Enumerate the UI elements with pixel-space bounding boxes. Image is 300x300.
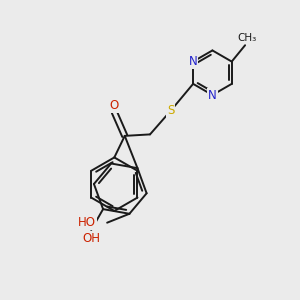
Text: HO: HO <box>78 216 96 229</box>
Text: O: O <box>110 99 119 112</box>
Text: N: N <box>189 55 197 68</box>
Text: CH₃: CH₃ <box>237 33 256 43</box>
Text: N: N <box>208 88 217 101</box>
Text: OH: OH <box>82 232 100 245</box>
Text: S: S <box>167 104 175 117</box>
